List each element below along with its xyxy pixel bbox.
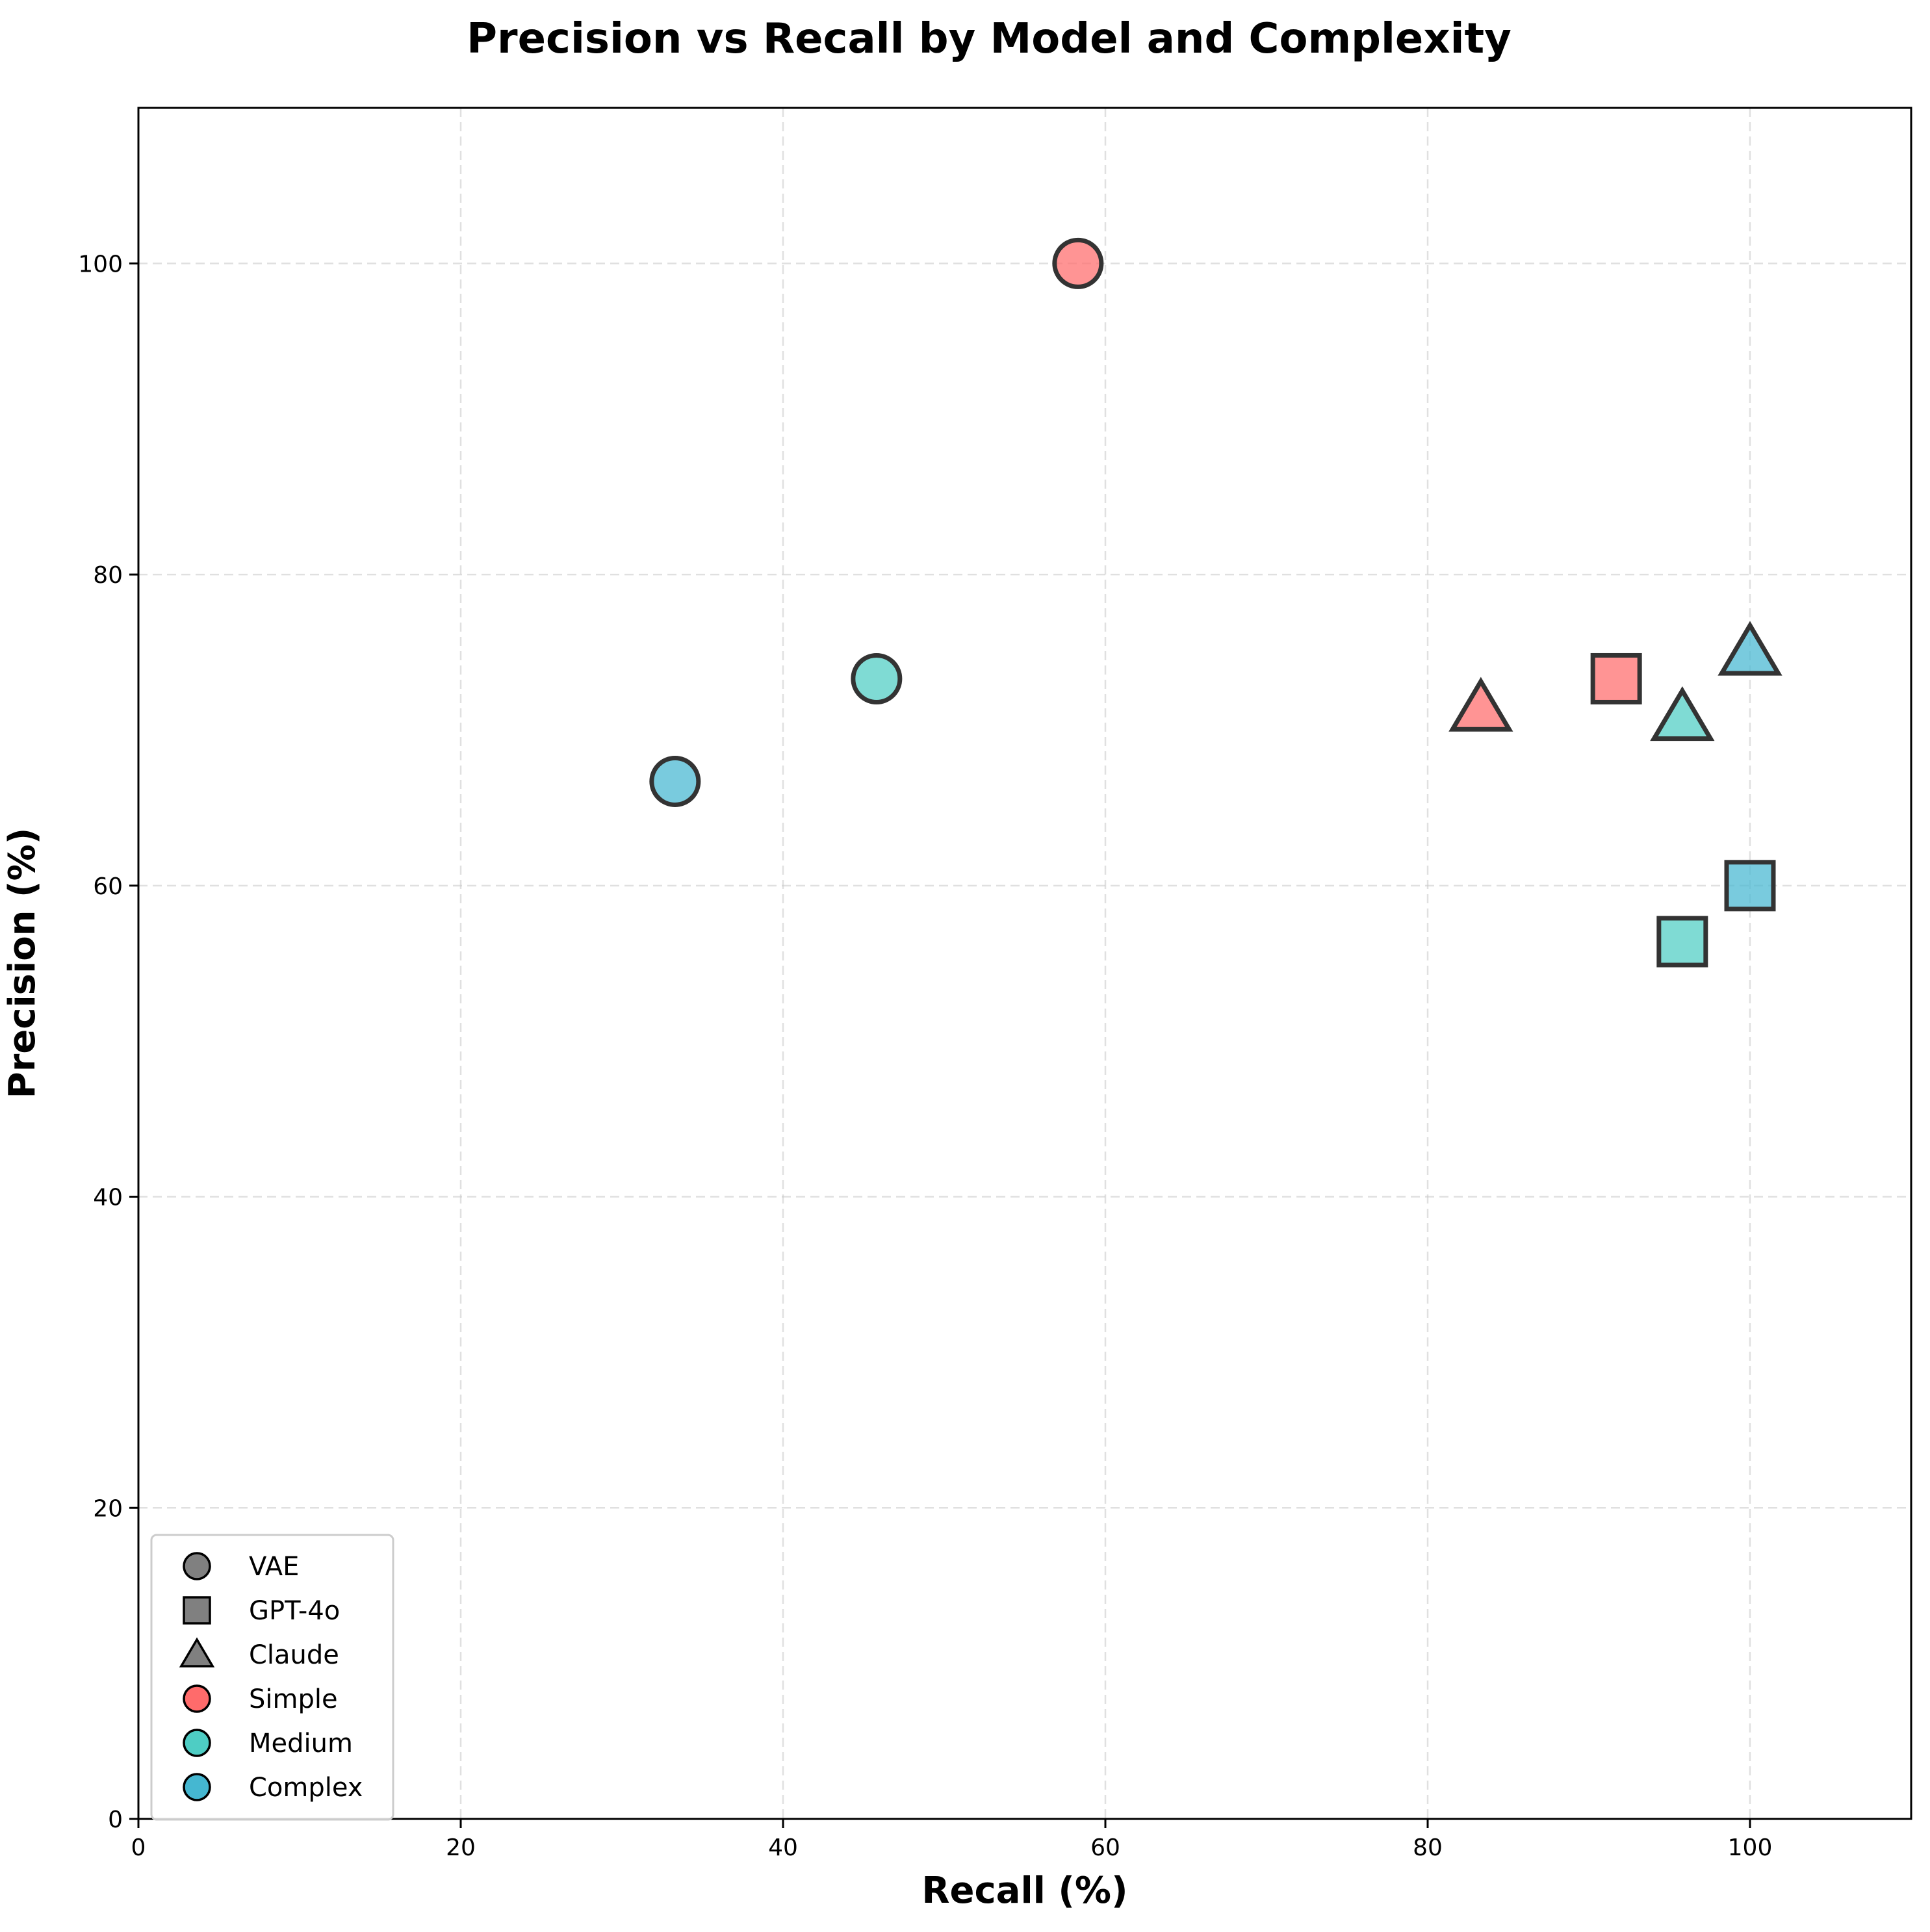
gpt-4o-simple-point <box>1590 652 1642 704</box>
y-tick-label: 20 <box>93 1495 123 1522</box>
vae-simple-point <box>1052 237 1104 289</box>
legend-label: Claude <box>249 1640 339 1670</box>
legend-marker-simple <box>183 1684 211 1713</box>
y-tick-label: 100 <box>78 251 123 277</box>
legend-label: Simple <box>249 1684 338 1714</box>
gpt-4o-medium-point <box>1656 916 1708 968</box>
y-tick-label: 40 <box>93 1185 123 1211</box>
grid <box>137 108 1911 1820</box>
y-tick-label: 80 <box>93 562 123 589</box>
claude-simple-point <box>1448 676 1513 732</box>
x-tick-label: 40 <box>768 1835 798 1861</box>
axis-ticks: 0 20 40 60 80 100 0 20 40 60 80 100 <box>78 251 1772 1861</box>
legend: VAE GPT-4o Claude Simple Medium Complex <box>150 1534 394 1821</box>
x-tick-label: 0 <box>131 1835 146 1861</box>
legend-label: Complex <box>249 1773 363 1803</box>
y-axis-label: Precision (%) <box>1 828 44 1099</box>
legend-marker-complex <box>183 1773 211 1801</box>
x-tick-label: 20 <box>446 1835 476 1861</box>
data-points <box>649 237 1782 968</box>
legend-frame <box>150 1534 394 1821</box>
legend-marker-claude <box>179 1637 215 1668</box>
legend-marker-medium <box>183 1729 211 1757</box>
claude-medium-point <box>1650 686 1715 741</box>
legend-label: GPT-4o <box>249 1596 340 1626</box>
vae-medium-point <box>851 652 903 704</box>
plot-frame <box>137 107 1912 1820</box>
vae-complex-point <box>649 755 701 807</box>
gpt-4o-complex-point <box>1724 860 1776 912</box>
chart-title: Precision vs Recall by Model and Complex… <box>467 15 1512 63</box>
y-tick-label: 60 <box>93 873 123 900</box>
x-tick-label: 80 <box>1413 1835 1443 1861</box>
y-tick-label: 0 <box>108 1807 123 1833</box>
legend-marker-vae <box>183 1552 211 1580</box>
legend-label: Medium <box>249 1729 353 1758</box>
x-axis-label: Recall (%) <box>921 1870 1127 1912</box>
claude-complex-point <box>1718 621 1782 676</box>
legend-label: VAE <box>249 1552 299 1582</box>
x-tick-label: 100 <box>1728 1835 1773 1861</box>
legend-marker-gpt-4o <box>183 1596 211 1625</box>
x-tick-label: 60 <box>1090 1835 1120 1861</box>
